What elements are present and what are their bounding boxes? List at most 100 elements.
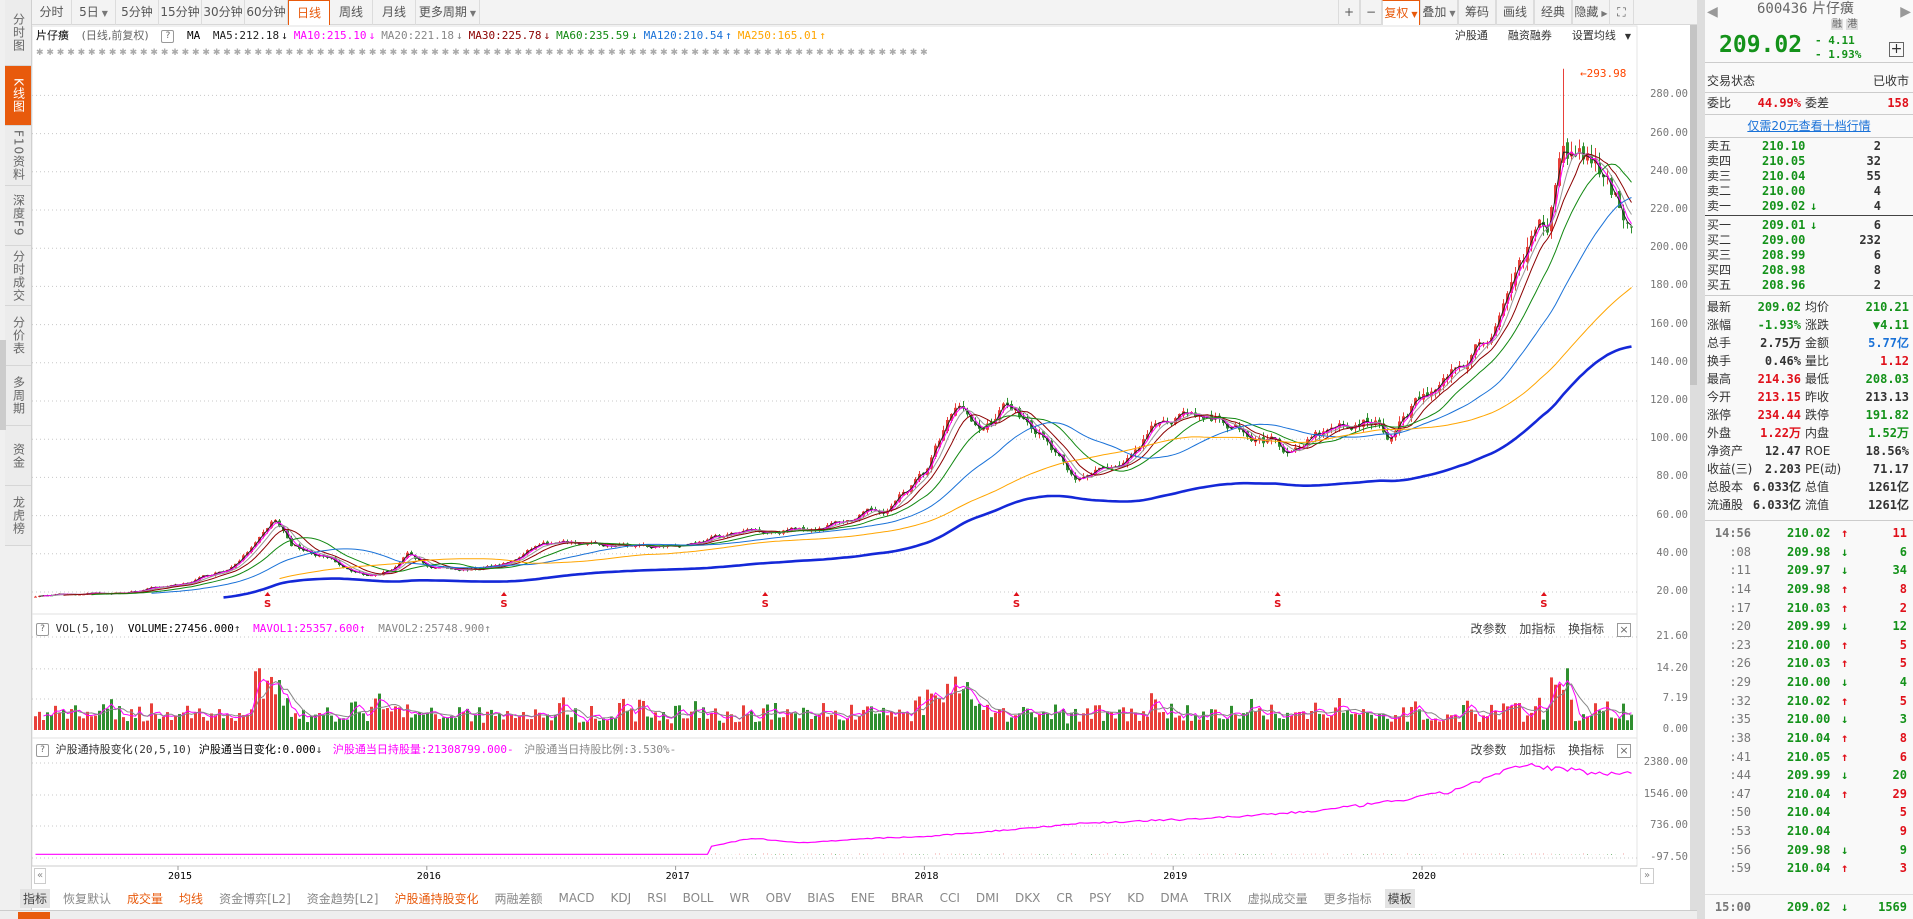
tab-period-0[interactable]: 分时 <box>32 0 72 25</box>
indicator-tab[interactable]: 资金博弈[L2] <box>219 891 291 906</box>
sidebar-item-5[interactable]: 分价表 <box>5 306 31 366</box>
volume-bar <box>1250 698 1253 730</box>
toolbar-button-6[interactable]: 经典 <box>1534 0 1572 25</box>
tab-period-1[interactable]: 5日 ▼ <box>72 0 116 25</box>
toolbar-button-5[interactable]: 画线 <box>1496 0 1534 25</box>
chart-link-1[interactable]: 融资融券 <box>1507 29 1552 42</box>
indicator-tab[interactable]: 指标 <box>20 888 51 908</box>
volume-bar <box>762 708 765 730</box>
add-indicator-button[interactable]: 加指标 <box>1519 622 1556 636</box>
toolbar-button-3[interactable]: 叠加 ▼ <box>1420 0 1458 25</box>
indicator-tab[interactable]: 资金趋势[L2] <box>306 891 379 906</box>
tab-period-8[interactable]: 月线 <box>373 0 416 25</box>
prev-stock-icon[interactable]: ◀ <box>1707 4 1718 20</box>
tab-period-5[interactable]: 60分钟 <box>245 0 288 25</box>
indicator-tab[interactable]: 成交量 <box>127 891 164 906</box>
help-button[interactable]: ? <box>36 622 49 636</box>
add-watchlist-button[interactable]: + <box>1889 41 1904 57</box>
indicator-tab[interactable]: 两融差额 <box>494 891 543 906</box>
chevron-down-icon: ▼ <box>1411 10 1418 19</box>
volume-bar <box>1326 717 1329 730</box>
indicator-tab[interactable]: DMI <box>975 891 1000 905</box>
indicator-tab[interactable]: MACD <box>558 891 595 905</box>
toolbar-button-7[interactable]: 隐藏 ▶ <box>1572 0 1610 25</box>
indicator-tab[interactable]: ENE <box>850 891 875 905</box>
scroll-left-button[interactable]: « <box>34 868 46 884</box>
event-s-marker[interactable]: S <box>1540 592 1548 610</box>
indicator-tab[interactable]: 虚拟成交量 <box>1247 891 1308 906</box>
indicator-tab[interactable]: KD <box>1127 891 1145 905</box>
scrollbar-thumb[interactable] <box>1690 25 1697 385</box>
level2-promo-link[interactable]: 仅需20元查看十档行情 <box>1747 119 1871 133</box>
tab-period-4[interactable]: 30分钟 <box>202 0 245 25</box>
fullscreen-icon[interactable]: ⛶ <box>1610 0 1634 25</box>
sidebar-item-7[interactable]: 资金 <box>5 426 31 486</box>
sidebar-item-3[interactable]: 深度F9 <box>5 186 31 246</box>
event-s-marker[interactable]: S <box>264 592 271 610</box>
indicator-tab[interactable]: 更多指标 <box>1323 891 1372 906</box>
sidebar-collapse-handle[interactable] <box>0 340 6 430</box>
indicator-tab[interactable]: BRAR <box>890 891 924 905</box>
close-icon[interactable]: × <box>1617 743 1631 758</box>
vertical-scrollbar[interactable] <box>1690 25 1697 919</box>
volume-bar <box>506 711 509 730</box>
tab-period-7[interactable]: 周线 <box>330 0 373 25</box>
volume-bar <box>1526 715 1529 730</box>
next-stock-icon[interactable]: ▶ <box>1900 4 1911 20</box>
horizontal-scrollbar[interactable] <box>0 910 1697 919</box>
sidebar-item-6[interactable]: 多周期 <box>5 366 31 426</box>
stat-label: 最高 <box>1707 372 1732 386</box>
event-s-marker[interactable]: S <box>500 592 508 610</box>
change-params-button[interactable]: 改参数 <box>1470 622 1507 636</box>
sidebar-item-1[interactable]: K线图 <box>5 66 31 126</box>
switch-indicator-button[interactable]: 换指标 <box>1568 743 1605 757</box>
indicator-tab[interactable]: BOLL <box>682 891 714 905</box>
add-indicator-button[interactable]: 加指标 <box>1519 743 1556 757</box>
toolbar-button-2[interactable]: 复权 ▼ <box>1382 0 1420 25</box>
indicator-tab[interactable]: 沪股通持股变化 <box>394 891 479 906</box>
indicator-tab[interactable]: DKX <box>1015 891 1041 905</box>
toolbar-button-0[interactable]: + <box>1338 0 1360 25</box>
sidebar-item-0[interactable]: 分时图 <box>5 0 31 66</box>
sidebar-item-8[interactable]: 龙虎榜 <box>5 486 31 546</box>
event-marker-icon[interactable]: ✱ ✱ ✱ ✱ ✱ ✱ ✱ ✱ ✱ ✱ ✱ ✱ ✱ ✱ ✱ ✱ ✱ ✱ ✱ ✱ … <box>36 48 928 58</box>
tab-period-6[interactable]: 日线 <box>288 0 330 25</box>
indicator-tab[interactable]: TRIX <box>1204 891 1232 905</box>
indicator-tab[interactable]: 模板 <box>1384 888 1415 908</box>
sidebar-item-4[interactable]: 分时成交 <box>5 246 31 306</box>
switch-indicator-button[interactable]: 换指标 <box>1568 622 1605 636</box>
event-s-marker[interactable]: S <box>1013 592 1020 610</box>
indicator-tab[interactable]: RSI <box>647 891 667 905</box>
indicator-tab[interactable]: BIAS <box>807 891 835 905</box>
change-params-button[interactable]: 改参数 <box>1470 743 1507 757</box>
close-icon[interactable]: × <box>1617 622 1631 637</box>
event-s-marker[interactable]: S <box>762 592 769 610</box>
toolbar-button-4[interactable]: 筹码 <box>1458 0 1496 25</box>
indicator-tab[interactable]: PSY <box>1089 891 1112 905</box>
indicator-tab[interactable]: CR <box>1056 891 1074 905</box>
tab-period-3[interactable]: 15分钟 <box>159 0 202 25</box>
indicator-tab[interactable]: DMA <box>1160 891 1189 905</box>
chart-link-0[interactable]: 沪股通 <box>1454 29 1488 42</box>
chart-link-2[interactable]: 设置均线 <box>1571 29 1616 42</box>
scroll-right-button[interactable]: » <box>1640 868 1654 884</box>
tab-period-2[interactable]: 5分钟 <box>116 0 159 25</box>
indicator-tab[interactable]: WR <box>729 891 750 905</box>
sidebar-item-2[interactable]: F10资料 <box>5 126 31 186</box>
indicator-tab[interactable]: CCI <box>939 891 960 905</box>
help-button[interactable]: ? <box>36 743 49 757</box>
stat-label: 涨幅 <box>1707 318 1732 332</box>
order-book-row: 买三 208.99 6 <box>1707 248 1911 263</box>
indicator-tab[interactable]: KDJ <box>610 891 632 905</box>
indicator-tab[interactable]: 恢复默认 <box>63 891 112 906</box>
indicator-tab[interactable]: OBV <box>765 891 792 905</box>
volume-bar <box>1006 721 1009 730</box>
event-s-marker[interactable]: S <box>1274 592 1281 610</box>
scrollbar-thumb[interactable] <box>18 912 50 919</box>
help-button[interactable]: ? <box>161 29 175 43</box>
indicator-tab[interactable]: 均线 <box>179 891 204 906</box>
toolbar-button-1[interactable]: − <box>1360 0 1382 25</box>
stock-header: 600436 片仔癀 <box>1757 1 1854 18</box>
tab-period-9[interactable]: 更多周期 ▼ <box>416 0 480 25</box>
